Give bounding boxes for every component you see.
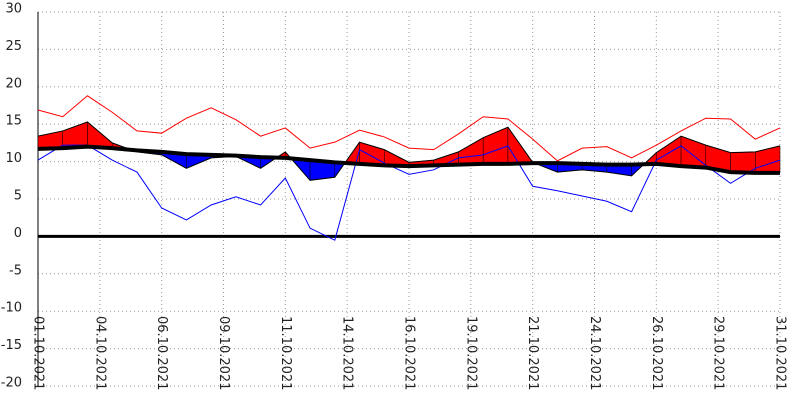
x-tick-label: 16.10.2021 [402,316,417,390]
deviation-fill [656,135,682,167]
y-tick-label: 10 [5,151,22,166]
deviation-fill [755,145,781,174]
series-line [37,144,780,175]
x-tick-label: 04.10.2021 [92,316,107,390]
x-tick-label: 26.10.2021 [649,316,664,390]
deviation-fill [458,137,484,165]
x-tick-label: 09.10.2021 [216,316,231,390]
y-tick-label: 5 [14,189,22,204]
deviation-fill [62,121,88,149]
x-tick-label: 06.10.2021 [154,316,169,390]
deviation-fill [730,151,756,174]
y-tick-label: 15 [5,114,22,129]
x-tick-label: 19.10.2021 [463,316,478,390]
x-tick-label: 21.10.2021 [525,316,540,390]
x-tick-label: 29.10.2021 [711,316,726,390]
y-tick-label: -20 [1,376,22,391]
x-tick-label: 11.10.2021 [278,316,293,390]
y-tick-label: -15 [1,338,22,353]
series-line [37,95,781,162]
y-tick-label: -10 [1,301,22,316]
series-line [37,144,781,241]
y-tick-label: 20 [5,76,22,91]
y-tick-label: -5 [9,263,22,278]
y-tick-label: 30 [5,2,22,17]
deviation-fill [87,121,113,149]
x-tick-label: 31.10.2021 [773,316,788,390]
x-tick-label: 14.10.2021 [340,316,355,390]
x-tick-label: 24.10.2021 [587,316,602,390]
series-line [37,121,781,181]
y-tick-label: 25 [5,39,22,54]
y-tick-label: 0 [14,226,22,241]
